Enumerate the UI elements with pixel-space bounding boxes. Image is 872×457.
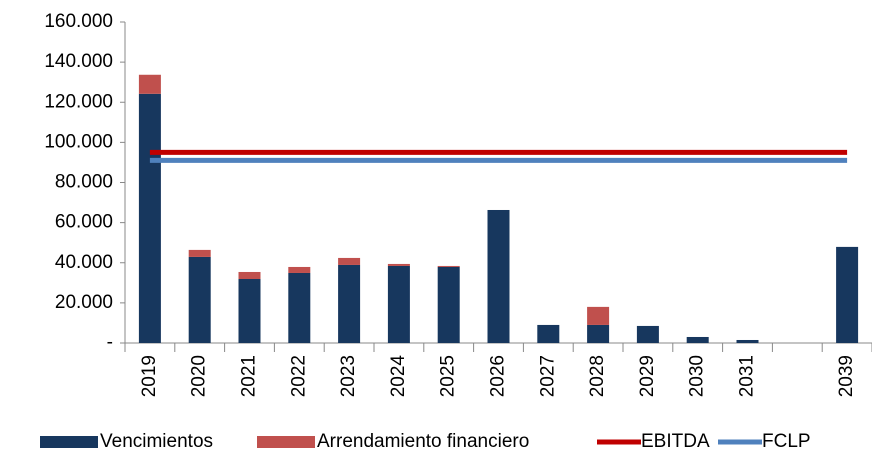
y-tick-label: 60.000	[55, 212, 113, 233]
y-tick-label: 80.000	[55, 172, 113, 193]
x-tick-label: 2020	[189, 355, 210, 397]
bar	[138, 93, 161, 343]
bar	[138, 74, 161, 94]
legend-label: FCLP	[762, 431, 811, 452]
legend-label: EBITDA	[641, 431, 710, 452]
legend-label: Vencimientos	[100, 431, 213, 452]
bar	[338, 257, 361, 265]
x-tick-label: 2025	[438, 355, 459, 397]
y-tick-label: 160.000	[44, 11, 113, 32]
bar	[387, 263, 410, 266]
x-tick-label: 2023	[338, 355, 359, 397]
x-tick-label: 2026	[488, 355, 509, 397]
bar	[288, 272, 311, 343]
bar	[238, 271, 261, 280]
x-tick-label: 2028	[587, 355, 608, 397]
bar	[686, 336, 709, 343]
y-tick-label: -	[107, 332, 113, 353]
y-tick-label: 100.000	[44, 131, 113, 152]
x-tick-label: 2021	[239, 355, 260, 397]
bar	[437, 265, 460, 267]
bar	[238, 279, 261, 343]
y-tick-label: 40.000	[55, 252, 113, 273]
legend-swatch	[40, 436, 98, 448]
bar	[736, 339, 759, 343]
y-tick-label: 120.000	[44, 91, 113, 112]
bar	[387, 265, 410, 343]
bar	[587, 324, 610, 343]
x-tick-label: 2030	[687, 355, 708, 397]
legend-swatch	[257, 436, 315, 448]
bar	[188, 256, 211, 343]
y-tick-label: 20.000	[55, 292, 113, 313]
x-tick-label: 2022	[288, 355, 309, 397]
bar	[537, 324, 560, 343]
x-tick-label: 2019	[139, 355, 160, 397]
bar	[437, 266, 460, 343]
x-tick-label: 2027	[537, 355, 558, 397]
bar	[188, 249, 211, 257]
x-tick-label: 2039	[836, 355, 857, 397]
bar	[288, 266, 311, 273]
bar	[487, 209, 510, 343]
bar	[636, 325, 659, 343]
x-tick-label: 2024	[388, 355, 409, 398]
bar	[836, 246, 859, 343]
y-tick-label: 140.000	[44, 51, 113, 72]
x-tick-label: 2029	[637, 355, 658, 397]
legend-label: Arrendamiento financiero	[317, 431, 529, 452]
bar	[338, 264, 361, 343]
bar	[587, 306, 610, 325]
x-tick-label: 2031	[737, 355, 758, 397]
